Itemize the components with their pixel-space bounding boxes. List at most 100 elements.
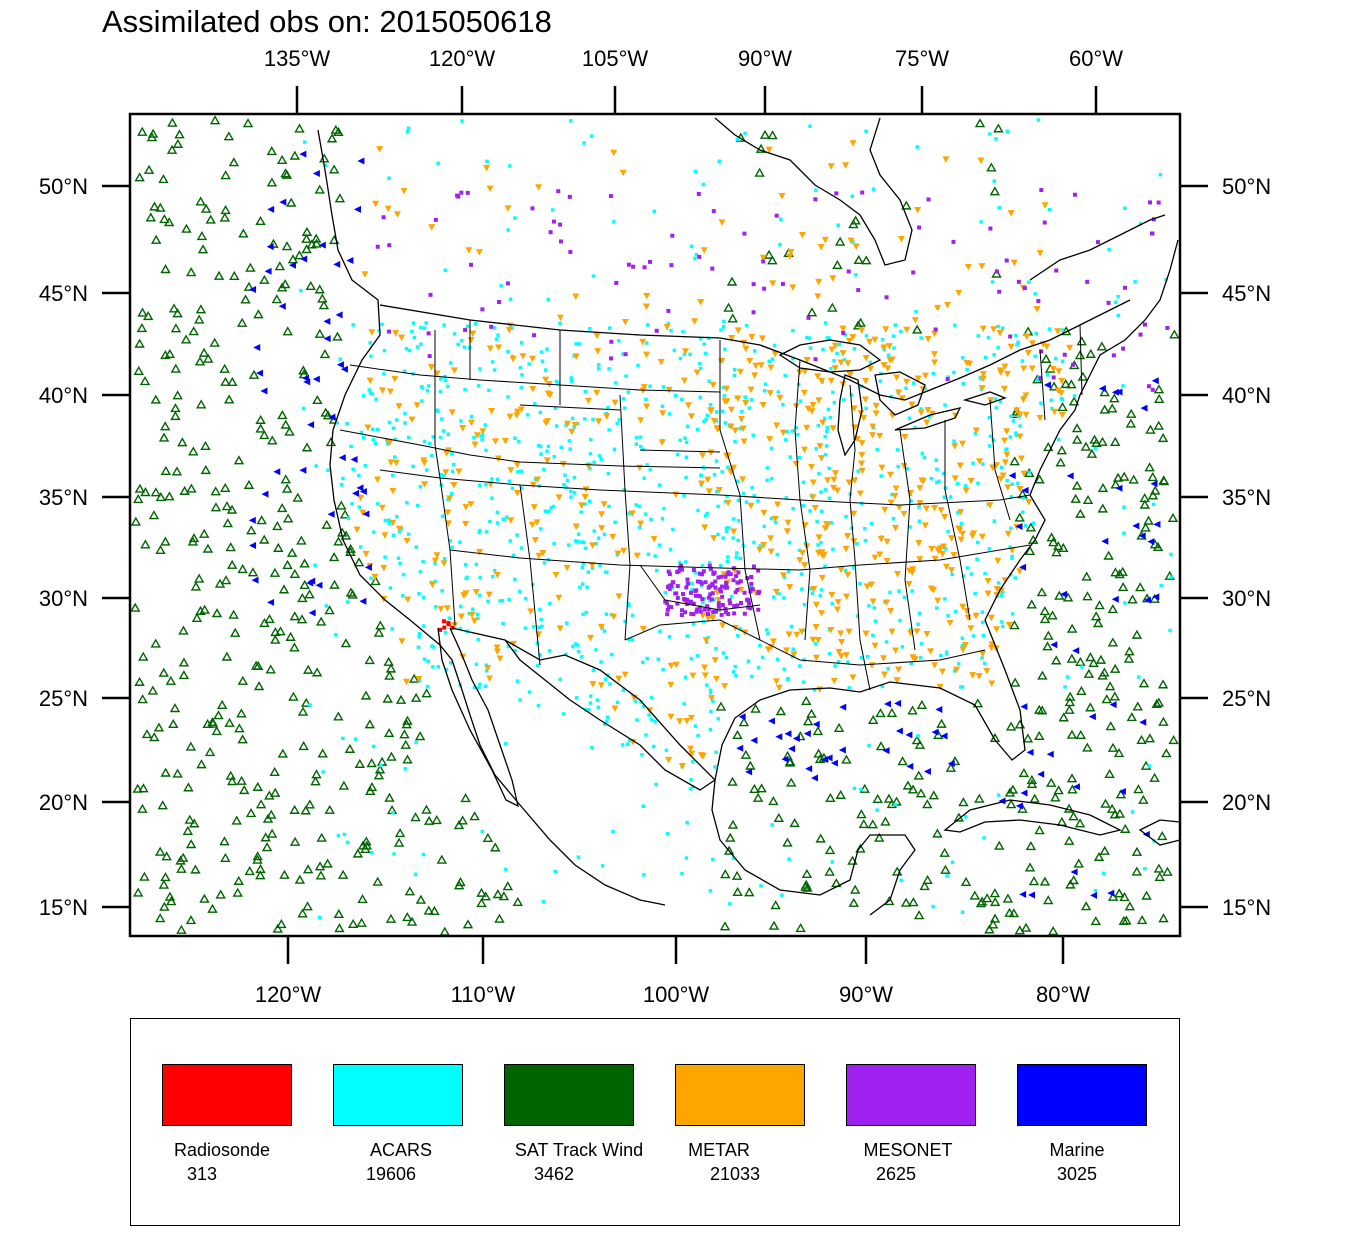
acars-marker (647, 713, 651, 717)
sat-wind-marker (294, 123, 305, 133)
marine-marker (803, 730, 811, 738)
sat-wind-marker (167, 117, 178, 127)
acars-marker (836, 223, 840, 227)
mesonet-marker (749, 581, 754, 586)
mesonet-marker (716, 575, 721, 580)
sat-wind-marker (233, 875, 244, 885)
acars-marker (1047, 208, 1052, 212)
sat-wind-marker (193, 573, 205, 583)
acars-marker (847, 686, 852, 690)
marine-marker (336, 361, 344, 369)
mesonet-marker (558, 222, 563, 227)
sat-wind-marker (164, 348, 176, 359)
metar-marker (528, 355, 536, 363)
sat-wind-marker (423, 905, 435, 915)
mesonet-marker (926, 197, 931, 202)
acars-marker (810, 591, 815, 596)
marine-marker (1088, 713, 1096, 721)
acars-marker (652, 744, 656, 749)
sat-wind-marker (856, 809, 867, 819)
sat-wind-marker (802, 716, 814, 726)
metar-marker (862, 630, 870, 638)
top-axis-label: 75°W (895, 46, 949, 71)
sat-wind-marker (1085, 652, 1096, 662)
acars-marker (734, 673, 738, 678)
sat-wind-marker (305, 280, 316, 291)
legend-label: Marine (1049, 1140, 1105, 1160)
metar-marker (535, 552, 543, 560)
marine-marker (1066, 472, 1074, 480)
metar-marker (764, 646, 772, 653)
acars-marker (869, 522, 874, 526)
mesonet-marker (762, 286, 767, 291)
metar-marker (1058, 377, 1066, 385)
marine-marker (266, 243, 274, 251)
mesonet-marker (1008, 334, 1013, 339)
metar-marker (727, 423, 735, 430)
sat-wind-marker (299, 558, 310, 568)
sat-wind-marker (1064, 835, 1075, 845)
metar-marker (887, 499, 895, 507)
sat-wind-marker (1026, 599, 1037, 609)
acars-marker (523, 596, 528, 601)
acars-marker (705, 683, 709, 687)
sat-wind-marker (333, 536, 344, 546)
sat-wind-marker (884, 895, 895, 906)
acars-marker (1010, 612, 1015, 616)
sat-wind-marker (1064, 697, 1076, 707)
metar-marker (927, 648, 935, 655)
sat-wind-marker (185, 839, 197, 849)
acars-marker (634, 435, 639, 440)
acars-marker (421, 595, 426, 600)
sat-wind-marker (1110, 479, 1121, 489)
sat-wind-marker (858, 819, 870, 829)
sat-wind-marker (1053, 541, 1064, 551)
sat-wind-marker (1127, 594, 1138, 604)
acars-marker (1147, 764, 1152, 768)
sat-wind-marker (325, 437, 337, 447)
sat-wind-marker (357, 894, 368, 904)
sat-wind-marker (202, 543, 214, 553)
mesonet-marker (675, 595, 680, 600)
sat-wind-marker (1157, 831, 1168, 841)
sat-wind-marker (237, 734, 248, 744)
metar-marker (529, 481, 537, 489)
metar-marker (812, 601, 820, 609)
acars-marker (1031, 521, 1036, 526)
sat-wind-marker (415, 894, 427, 904)
acars-marker (428, 441, 432, 446)
sat-wind-marker (1056, 445, 1068, 455)
sat-wind-marker (974, 793, 985, 803)
acars-marker (495, 477, 500, 482)
mesonet-marker (732, 604, 737, 609)
acars-marker (658, 629, 662, 633)
mesonet-marker (675, 601, 680, 606)
acars-marker (596, 705, 601, 710)
acars-marker (817, 471, 821, 476)
sat-wind-marker (209, 337, 220, 347)
metar-marker (589, 542, 597, 549)
sat-wind-marker (1107, 637, 1119, 647)
mesonet-marker (428, 292, 433, 297)
metar-marker (978, 385, 986, 392)
metar-marker (739, 425, 747, 433)
acars-marker (669, 328, 673, 333)
baja-peninsula (437, 627, 519, 808)
metar-marker (1020, 470, 1028, 478)
metar-marker (934, 597, 942, 605)
acars-marker (433, 605, 438, 609)
metar-marker (462, 520, 470, 528)
acars-marker (484, 448, 488, 453)
sat-wind-marker (402, 912, 413, 922)
acars-marker (988, 434, 993, 439)
metar-marker (983, 667, 991, 675)
metar-marker (699, 452, 707, 459)
metar-marker (972, 612, 980, 620)
metar-marker (837, 359, 845, 367)
sat-wind-marker (168, 303, 180, 313)
sat-wind-marker (185, 741, 197, 751)
hudson-bay-shore (714, 117, 913, 266)
mesonet-marker (703, 580, 708, 585)
acars-marker (527, 362, 531, 366)
acars-marker (508, 297, 513, 301)
